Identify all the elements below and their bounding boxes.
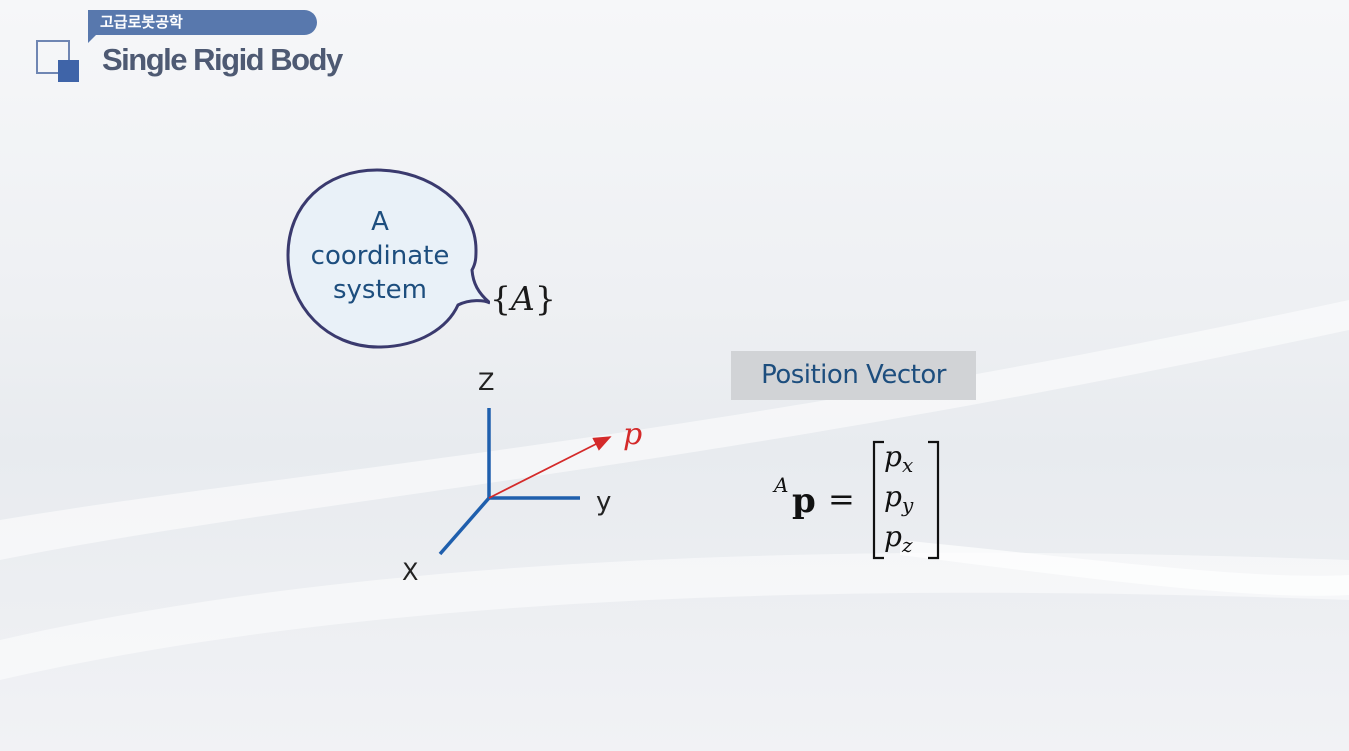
logo-filled-square <box>58 60 79 82</box>
bubble-line: system <box>333 275 427 305</box>
component-sub: x <box>902 453 913 477</box>
component-pz: pz <box>884 520 913 557</box>
component-base: p <box>884 440 902 473</box>
x-axis-line <box>438 496 491 556</box>
component-py: py <box>884 480 914 517</box>
bubble-line: A <box>371 207 389 237</box>
left-bracket <box>872 440 884 560</box>
vector-label: p <box>623 417 642 452</box>
frame-brace-close: } <box>534 279 556 318</box>
header-logo-icon <box>36 40 80 84</box>
page-title: Single Rigid Body <box>102 42 343 77</box>
header-category-tab: 고급로봇공학 <box>88 10 317 35</box>
position-vector-title: Position Vector <box>731 351 976 400</box>
position-vector-equation: A p = px py pz <box>772 440 940 560</box>
z-axis-label: Z <box>478 368 494 396</box>
frame-name: A <box>511 279 535 318</box>
component-base: p <box>884 520 902 553</box>
frame-brace-open: { <box>490 279 511 318</box>
vector-symbol: p <box>792 481 816 521</box>
component-sub: y <box>901 493 914 517</box>
logo-outline-square <box>36 40 70 74</box>
component-base: p <box>884 480 902 513</box>
bubble-line: coordinate <box>310 241 450 271</box>
speech-bubble <box>286 168 490 349</box>
header-tab-notch <box>88 35 96 43</box>
component-px: px <box>884 440 913 477</box>
x-axis-label: X <box>402 558 418 586</box>
component-sub: z <box>901 533 913 557</box>
y-axis-label: y <box>596 487 611 517</box>
bubble-text: A coordinate system <box>292 205 468 307</box>
frame-superscript: A <box>772 473 788 497</box>
coordinate-axes: Z y X p <box>402 368 642 586</box>
frame-label: {A} <box>490 279 556 318</box>
position-vector-arrow <box>488 436 612 499</box>
equals-sign: = <box>828 480 855 518</box>
right-bracket <box>928 440 940 560</box>
